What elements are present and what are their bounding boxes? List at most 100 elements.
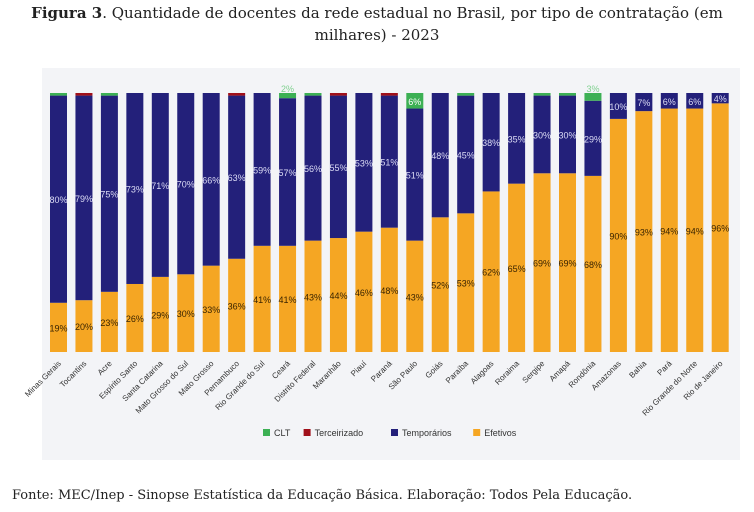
bar-terceirizado (228, 93, 246, 96)
x-tick-label: Maranhão (311, 359, 343, 391)
bar-temporários (533, 95, 551, 174)
bar-temporários (75, 95, 93, 301)
data-label: 2% (281, 84, 294, 94)
legend-label: Temporários (402, 428, 452, 438)
bar-terceirizado (75, 93, 93, 96)
x-tick-label: Sergipe (521, 359, 547, 385)
bar-temporários (584, 100, 602, 176)
data-label: 30% (533, 130, 551, 140)
data-label: 41% (253, 295, 271, 305)
bar-terceirizado (380, 93, 398, 96)
bar-efetivos (431, 217, 449, 352)
bar-temporários (660, 93, 678, 109)
bar-efetivos (406, 240, 424, 352)
bar-clt (559, 93, 576, 96)
data-label: 26% (126, 314, 144, 324)
x-tick-label: Ceará (270, 359, 292, 381)
data-label: 69% (533, 259, 551, 269)
data-label: 79% (75, 194, 93, 204)
legend-swatch (473, 429, 481, 436)
bar-temporários (686, 93, 704, 109)
data-label: 52% (431, 281, 449, 291)
bar-efetivos (329, 238, 347, 352)
data-label: 69% (558, 259, 576, 269)
data-label: 56% (304, 164, 322, 174)
legend-swatch (303, 429, 311, 436)
x-tick-label: Piauí (349, 359, 369, 379)
data-label: 80% (49, 195, 67, 205)
bar-temporários (635, 93, 653, 112)
data-label: 10% (609, 102, 627, 112)
bar-temporários (482, 93, 500, 192)
bar-terceirizado (329, 93, 347, 96)
bar-clt (457, 93, 475, 96)
bar-efetivos (151, 276, 169, 352)
bar-efetivos (686, 108, 704, 352)
data-label: 29% (151, 310, 169, 320)
data-label: 59% (253, 165, 271, 175)
data-label: 4% (714, 94, 727, 104)
x-tick-label: Bahia (627, 359, 648, 380)
bar-efetivos (380, 227, 398, 352)
x-tick-label: Pará (655, 359, 674, 378)
data-label: 6% (663, 97, 676, 107)
bar-efetivos (508, 183, 526, 352)
bar-efetivos (126, 283, 144, 352)
data-label: 94% (686, 226, 704, 236)
data-label: 35% (508, 134, 526, 144)
bar-efetivos (457, 213, 475, 352)
bar-efetivos (202, 265, 220, 352)
data-label: 62% (482, 268, 500, 278)
legend-item: Temporários (391, 428, 452, 438)
data-label: 53% (457, 279, 475, 289)
data-label: 90% (609, 231, 627, 241)
data-label: 29% (584, 134, 602, 144)
data-label: 41% (279, 295, 297, 305)
x-tick-label: Rio Grande do Sul (214, 359, 267, 412)
bar-efetivos (482, 191, 500, 352)
legend-label: Terceirizado (315, 428, 364, 438)
bar-clt (279, 93, 297, 99)
data-label: 33% (202, 305, 220, 315)
legend-swatch (263, 429, 270, 436)
data-label: 6% (688, 97, 701, 107)
data-label: 70% (177, 180, 195, 190)
bar-efetivos (355, 231, 373, 352)
data-label: 75% (100, 190, 118, 200)
data-label: 43% (406, 292, 424, 302)
bar-temporários (406, 108, 424, 241)
bar-clt (584, 93, 602, 101)
data-label: 94% (660, 226, 678, 236)
bar-efetivos (660, 108, 678, 352)
figure-caption: . Quantidade de docentes da rede estadua… (102, 4, 723, 44)
data-label: 71% (151, 181, 169, 191)
legend-label: CLT (274, 428, 291, 438)
x-tick-label: Goiás (424, 359, 445, 380)
x-tick-label: Alagoas (469, 359, 496, 386)
data-label: 38% (482, 138, 500, 148)
legend-item: Terceirizado (303, 428, 364, 438)
bar-temporários (508, 93, 526, 184)
legend-label: Efetivos (484, 428, 517, 438)
data-label: 51% (380, 158, 398, 168)
bar-efetivos (253, 245, 271, 352)
bar-temporários (177, 93, 195, 275)
bar-temporários (559, 95, 576, 174)
data-label: 48% (380, 286, 398, 296)
bar-temporários (151, 93, 169, 277)
data-label: 43% (304, 292, 322, 302)
bar-temporários (609, 93, 627, 119)
data-label: 96% (711, 224, 729, 234)
bar-temporários (304, 95, 322, 241)
data-label: 36% (228, 301, 246, 311)
bar-efetivos (711, 103, 729, 352)
bar-temporários (329, 95, 347, 239)
data-label: 46% (355, 288, 373, 298)
data-label: 45% (457, 150, 475, 160)
data-label: 44% (329, 291, 347, 301)
bar-efetivos (279, 245, 297, 352)
legend-swatch (391, 429, 398, 436)
x-tick-label: Amapá (548, 359, 573, 384)
x-tick-label: Tocantins (58, 359, 88, 389)
data-label: 68% (584, 260, 602, 270)
